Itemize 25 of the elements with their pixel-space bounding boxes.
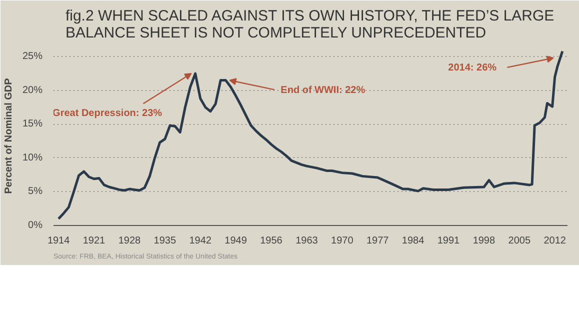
- x-tick-label: 2012: [544, 236, 566, 246]
- y-tick-label: 25%: [22, 51, 43, 62]
- annotation: 2014: 26%: [448, 62, 497, 74]
- y-tick-label: 5%: [28, 186, 43, 198]
- x-tick-label: 1949: [224, 236, 248, 246]
- y-tick-label: 0%: [28, 220, 43, 231]
- x-tick-label: 1956: [260, 236, 283, 246]
- x-tick-label: 1928: [118, 236, 142, 246]
- x-tick-label: 1942: [189, 236, 212, 246]
- y-tick-label: 10%: [22, 152, 43, 164]
- y-tick-label: 15%: [22, 118, 43, 130]
- y-tick-label: 20%: [22, 84, 43, 96]
- x-tick-label: 1977: [366, 236, 390, 246]
- x-tick-label: 1921: [82, 236, 106, 246]
- x-tick-label: 1970: [331, 236, 354, 246]
- x-tick-label: 1935: [154, 236, 176, 246]
- y-axis-title: Percent of Nominal GDP: [3, 78, 14, 194]
- x-tick-label: 1963: [296, 236, 318, 246]
- chart-title: fig.2 WHEN SCALED AGAINST ITS OWN HISTORY, THE FED’S LARGE BALANCE SHEET IS NOT COMPLETELY UNPRECEDENTED: [65, 8, 554, 42]
- x-tick-label: 1991: [437, 236, 460, 246]
- x-tick-label: 1998: [472, 236, 496, 246]
- x-tick-label: 1984: [402, 236, 425, 246]
- annotation: End of WWII: 22%: [280, 84, 366, 96]
- x-tick-label: 2005: [508, 236, 531, 246]
- x-tick-label: 1914: [47, 236, 70, 246]
